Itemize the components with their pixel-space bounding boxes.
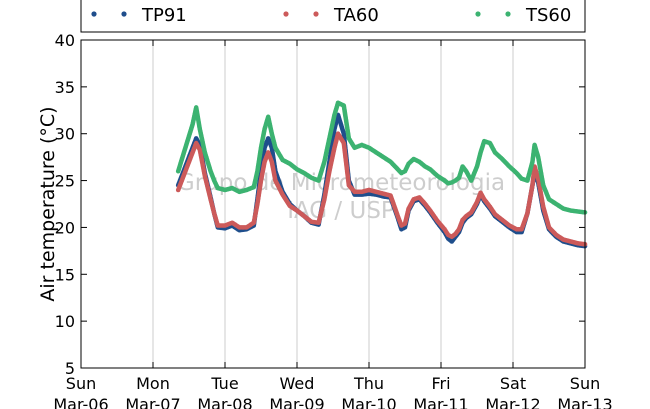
x-tick-label-day: Sat xyxy=(500,374,526,393)
x-tick-label-date: Mar-09 xyxy=(269,395,324,409)
watermark-line: IAG / USP xyxy=(287,198,395,224)
legend-marker xyxy=(313,11,319,17)
y-tick-label: 10 xyxy=(55,312,75,331)
y-axis-title: Air temperature (°C) xyxy=(37,106,59,301)
x-tick-label-day: Sun xyxy=(66,374,96,393)
x-tick-label-date: Mar-13 xyxy=(557,395,612,409)
y-tick-label: 40 xyxy=(55,31,75,50)
x-tick-label-date: Mar-07 xyxy=(125,395,180,409)
legend-marker xyxy=(91,11,97,17)
x-tick-label-date: Mar-08 xyxy=(197,395,252,409)
x-tick-label-day: Thu xyxy=(353,374,384,393)
x-tick-label-day: Fri xyxy=(431,374,450,393)
axis-ticks xyxy=(80,39,586,369)
y-tick-label: 20 xyxy=(55,218,75,237)
y-tick-labels: 5 10 15 20 25 30 35 40 xyxy=(55,31,75,378)
x-tick-label-day: Mon xyxy=(136,374,170,393)
x-tick-labels: Sun Mar-06 Mon Mar-07 Tue Mar-08 Wed Mar-09 Thu M… xyxy=(53,374,612,409)
y-tick-label: 15 xyxy=(55,265,75,284)
data-series xyxy=(175,100,588,249)
legend-marker xyxy=(505,11,511,17)
legend-label: TS60 xyxy=(525,5,571,26)
y-tick-label: 30 xyxy=(55,125,75,144)
x-tick-label-date: Mar-11 xyxy=(413,395,468,409)
legend-label: TP91 xyxy=(141,5,187,26)
legend-label: TA60 xyxy=(333,5,379,26)
legend-marker xyxy=(283,11,289,17)
plot-frame xyxy=(80,39,586,369)
x-tick-label-date: Mar-10 xyxy=(341,395,396,409)
series-TA60 xyxy=(175,131,588,247)
y-tick-label: 5 xyxy=(65,359,75,378)
x-tick-label-date: Mar-06 xyxy=(53,395,108,409)
x-tick-label-day: Tue xyxy=(210,374,238,393)
legend-marker xyxy=(121,11,127,17)
series-TS60 xyxy=(175,100,588,215)
grid-lines xyxy=(152,40,514,368)
legend-marker xyxy=(475,11,481,17)
y-tick-label: 35 xyxy=(55,78,75,97)
legend: TP91 TA60 TS60 xyxy=(80,0,586,33)
y-tick-label: 25 xyxy=(55,172,75,191)
legend-frame xyxy=(80,0,586,33)
x-tick-label-day: Sun xyxy=(570,374,600,393)
watermark-line: Grupo de Micrometeorologia xyxy=(177,170,505,196)
x-tick-label-day: Wed xyxy=(280,374,315,393)
x-tick-label-date: Mar-12 xyxy=(485,395,540,409)
